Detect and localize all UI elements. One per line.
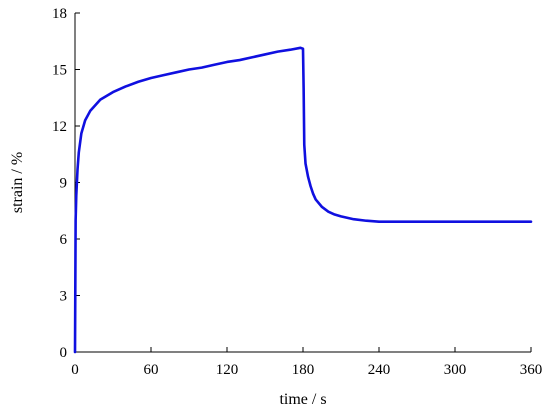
y-tick-label: 9: [60, 176, 68, 192]
y-tick-label: 3: [60, 289, 68, 305]
y-tick-label: 18: [52, 6, 67, 22]
x-tick-label: 0: [71, 362, 79, 378]
x-tick-label: 300: [444, 362, 467, 378]
y-tick-label: 15: [52, 63, 67, 79]
x-tick-label: 120: [216, 362, 239, 378]
strain-series-line: [73, 46, 533, 354]
y-tick-label: 12: [52, 119, 67, 135]
y-tick-label: 6: [60, 232, 68, 248]
y-tick-label: 0: [60, 345, 68, 361]
tick-labels: 0 60 120 180 240 300 360 0 3 6 9 12 15 18: [52, 6, 542, 378]
x-tick-label: 360: [520, 362, 543, 378]
x-axis-title: time / s: [279, 391, 326, 408]
x-tick-label: 180: [292, 362, 315, 378]
y-axis-title: strain / %: [9, 152, 26, 213]
x-tick-label: 240: [368, 362, 391, 378]
x-tick-label: 60: [144, 362, 159, 378]
data-series: [73, 46, 533, 354]
